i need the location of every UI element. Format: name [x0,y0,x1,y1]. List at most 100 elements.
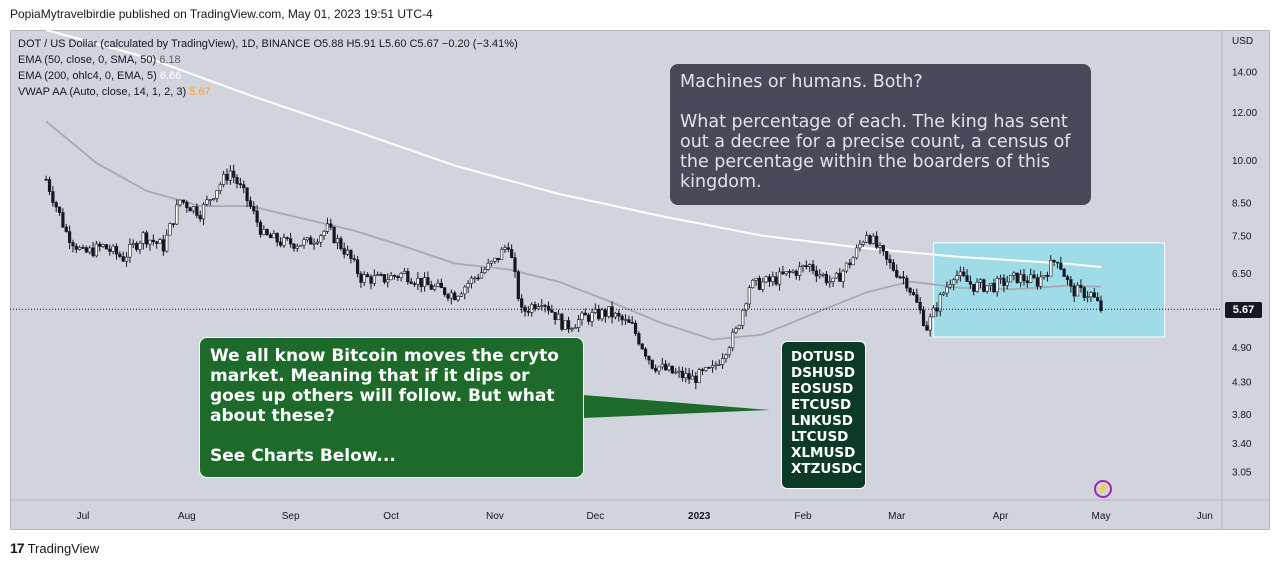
price-chart[interactable]: 14.00 12.00 10.00 8.50 7.50 6.50 4.90 4.30 3.80 3… [10,30,1270,530]
candle-body [864,235,869,243]
y-tick-label: 3.40 [1232,439,1252,450]
currency-label: USD [1232,36,1253,47]
candle-body [607,306,611,317]
candle-body [744,303,748,311]
candle-body [443,287,447,295]
candle-body [265,229,269,235]
candle-body [272,233,276,239]
candle-body [349,249,353,260]
candle-body [436,282,440,287]
candle-body [808,264,812,267]
legend-ema200-label: EMA (200, ohlc4, 0, EMA, 5) [18,70,157,82]
candle-body [580,312,584,320]
candle-body [151,239,155,243]
candle-body [302,239,306,246]
candle-body [972,283,976,292]
candle-body [1062,268,1066,277]
y-tick-label: 4.90 [1232,343,1252,354]
candle-body [185,201,189,208]
candle-body [312,242,316,245]
candle-body [111,245,115,252]
candle-body [496,257,500,261]
candle-body [322,231,326,236]
candle-body [714,364,718,367]
tradingview-logo[interactable]: 17 TradingView [10,540,99,556]
x-tick-label: Feb [794,511,812,522]
candle-body [781,271,785,275]
candle-body [188,207,192,212]
candle-body [155,241,159,244]
candle-body [1052,260,1056,263]
candle-body [888,258,892,263]
candle-body [506,247,510,250]
candle-body [386,279,390,283]
candle-body [114,245,119,255]
candle-body [285,237,289,239]
legend: DOT / US Dollar (calculated by TradingVi… [18,36,518,100]
candle-body [225,173,229,181]
candle-body [449,292,453,299]
candle-body [439,282,443,289]
y-tick-label: 4.30 [1232,377,1252,388]
candle-body [168,223,172,236]
flash-icon[interactable]: ⚡ [1094,480,1112,498]
candle-body [329,223,333,228]
candle-body [1035,277,1039,287]
candle-body [774,276,778,285]
candle-body [851,257,855,266]
candle-body [720,358,725,365]
candle-body [962,271,966,276]
candle-body [978,279,983,283]
candle-body [416,277,420,285]
candle-body [466,283,470,288]
candle-body [473,277,477,280]
candle-body [389,275,393,281]
candle-body [516,271,520,299]
candle-body [1096,296,1100,302]
candle-body [710,365,715,368]
candle-body [945,286,949,294]
candle-body [315,241,320,244]
candle-body [366,274,370,278]
candle-body [660,363,664,368]
candle-body [409,281,413,284]
candle-body [262,229,266,235]
candle-body [352,258,356,261]
candle-body [761,281,765,290]
candle-body [476,277,480,280]
legend-vwap-value: 5.67 [189,86,211,98]
candle-body [988,282,993,286]
candle-body [483,269,487,273]
candle-body [630,322,634,324]
candle-body [603,309,607,317]
candle-body [600,309,604,320]
candle-body [54,202,58,208]
legend-ema200-value: 6.66 [159,70,182,82]
note-machines[interactable]: Machines or humans. Both? What percentag… [670,64,1091,205]
y-tick-label: 12.00 [1232,108,1257,119]
candle-body [134,243,139,250]
candle-body [1029,274,1033,283]
candle-body [292,243,296,249]
candle-body [620,315,624,321]
candle-body [392,275,397,277]
candle-body [841,270,845,282]
candle-body [74,245,78,250]
candle-body [623,319,628,321]
candle-body [342,248,346,255]
candle-body [215,190,219,199]
candle-body [446,294,450,299]
candle-body [590,312,594,322]
candle-body [1012,272,1016,276]
candle-body [305,237,309,241]
y-tick-label: 6.50 [1232,269,1252,280]
candle-body [908,287,912,293]
candle-body [372,275,376,284]
candle-body [319,235,323,243]
x-tick-label: Aug [178,511,196,522]
note-bitcoin[interactable]: We all know Bitcoin moves the cryto mark… [199,337,584,478]
candle-body [928,316,932,331]
candle-body [503,247,507,250]
candle-body [881,245,885,252]
note-symbol-list[interactable]: DOTUSD DSHUSD EOSUSD ETCUSD LNKUSD LTCUS… [781,341,866,489]
